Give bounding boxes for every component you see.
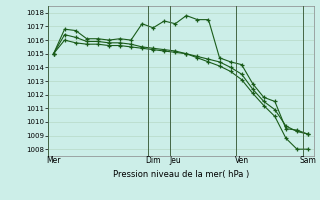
Text: Dim: Dim — [145, 156, 161, 165]
X-axis label: Pression niveau de la mer( hPa ): Pression niveau de la mer( hPa ) — [113, 170, 249, 179]
Text: Jeu: Jeu — [169, 156, 181, 165]
Text: Sam: Sam — [300, 156, 316, 165]
Text: Mer: Mer — [46, 156, 61, 165]
Text: Ven: Ven — [235, 156, 249, 165]
